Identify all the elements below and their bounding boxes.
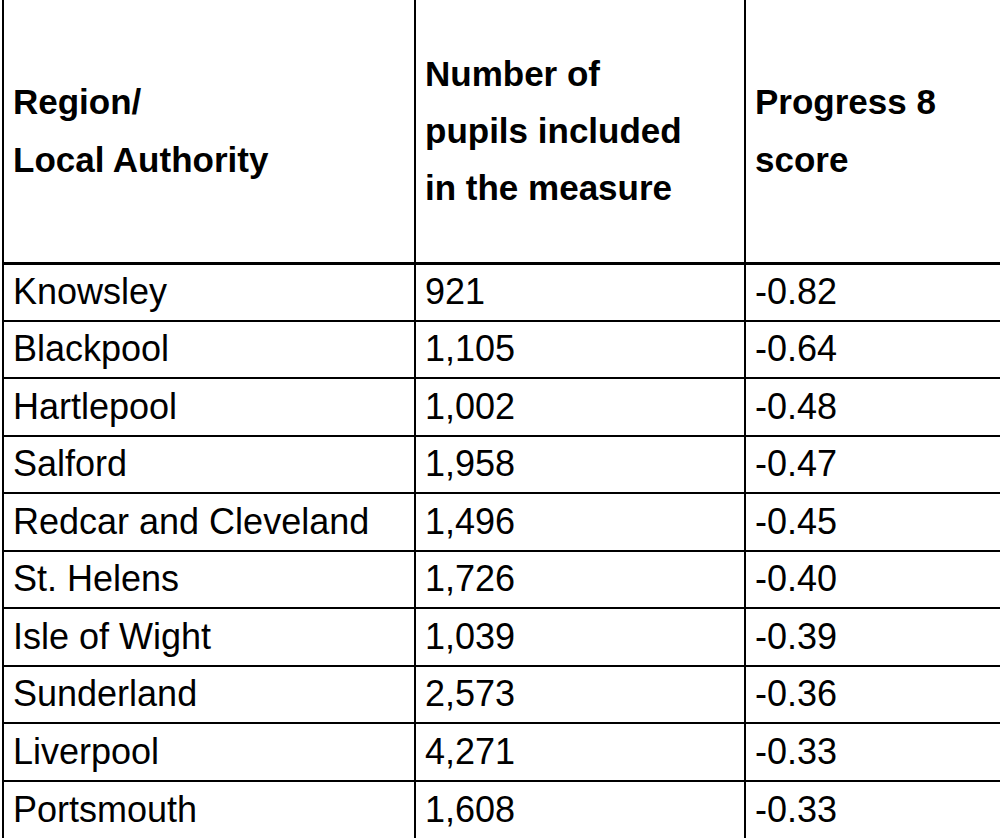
header-pupils: Number of pupils included in the measure	[415, 0, 745, 263]
pupils-cell: 4,271	[415, 723, 745, 781]
region-cell: Knowsley	[3, 263, 415, 321]
table-row: Liverpool 4,271 -0.33	[3, 723, 1000, 781]
region-cell: Salford	[3, 436, 415, 494]
region-cell: Redcar and Cleveland	[3, 493, 415, 551]
table-row: Redcar and Cleveland 1,496 -0.45	[3, 493, 1000, 551]
region-cell: St. Helens	[3, 551, 415, 609]
score-cell: -0.40	[745, 551, 1000, 609]
table-row: Blackpool 1,105 -0.64	[3, 321, 1000, 379]
table-row: Isle of Wight 1,039 -0.39	[3, 608, 1000, 666]
region-cell: Isle of Wight	[3, 608, 415, 666]
score-cell: -0.36	[745, 666, 1000, 724]
region-cell: Portsmouth	[3, 781, 415, 839]
pupils-cell: 1,105	[415, 321, 745, 379]
pupils-cell: 1,608	[415, 781, 745, 839]
table-row: Knowsley 921 -0.82	[3, 263, 1000, 321]
region-cell: Hartlepool	[3, 378, 415, 436]
progress8-table: Region/ Local Authority Number of pupils…	[2, 0, 1000, 838]
header-score: Progress 8 score	[745, 0, 1000, 263]
screenshot-root: Region/ Local Authority Number of pupils…	[0, 0, 1000, 840]
score-cell: -0.64	[745, 321, 1000, 379]
pupils-cell: 1,958	[415, 436, 745, 494]
pupils-cell: 2,573	[415, 666, 745, 724]
table-row: Portsmouth 1,608 -0.33	[3, 781, 1000, 839]
score-cell: -0.48	[745, 378, 1000, 436]
score-cell: -0.33	[745, 723, 1000, 781]
region-cell: Liverpool	[3, 723, 415, 781]
score-cell: -0.82	[745, 263, 1000, 321]
score-cell: -0.47	[745, 436, 1000, 494]
table-header: Region/ Local Authority Number of pupils…	[3, 0, 1000, 263]
region-cell: Sunderland	[3, 666, 415, 724]
score-cell: -0.45	[745, 493, 1000, 551]
pupils-cell: 1,726	[415, 551, 745, 609]
table-row: St. Helens 1,726 -0.40	[3, 551, 1000, 609]
score-cell: -0.33	[745, 781, 1000, 839]
table-row: Salford 1,958 -0.47	[3, 436, 1000, 494]
header-region: Region/ Local Authority	[3, 0, 415, 263]
pupils-cell: 1,039	[415, 608, 745, 666]
region-cell: Blackpool	[3, 321, 415, 379]
pupils-cell: 921	[415, 263, 745, 321]
table-row: Hartlepool 1,002 -0.48	[3, 378, 1000, 436]
table-body: Knowsley 921 -0.82 Blackpool 1,105 -0.64…	[3, 263, 1000, 838]
score-cell: -0.39	[745, 608, 1000, 666]
pupils-cell: 1,002	[415, 378, 745, 436]
table-row: Sunderland 2,573 -0.36	[3, 666, 1000, 724]
pupils-cell: 1,496	[415, 493, 745, 551]
header-row: Region/ Local Authority Number of pupils…	[3, 0, 1000, 263]
